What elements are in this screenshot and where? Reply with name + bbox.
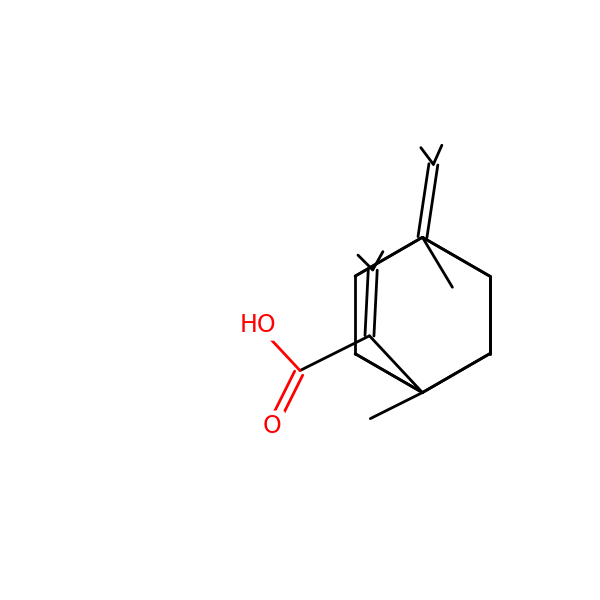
Text: HO: HO [239,313,276,337]
Text: O: O [263,414,281,438]
